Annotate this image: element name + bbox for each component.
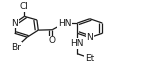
- Text: Et: Et: [85, 54, 94, 62]
- Text: Br: Br: [11, 43, 21, 52]
- Text: HN: HN: [58, 19, 71, 28]
- Text: Cl: Cl: [20, 2, 29, 11]
- Text: N: N: [86, 33, 93, 42]
- Text: O: O: [49, 36, 56, 45]
- Text: N: N: [11, 19, 18, 28]
- Text: HN: HN: [71, 39, 84, 48]
